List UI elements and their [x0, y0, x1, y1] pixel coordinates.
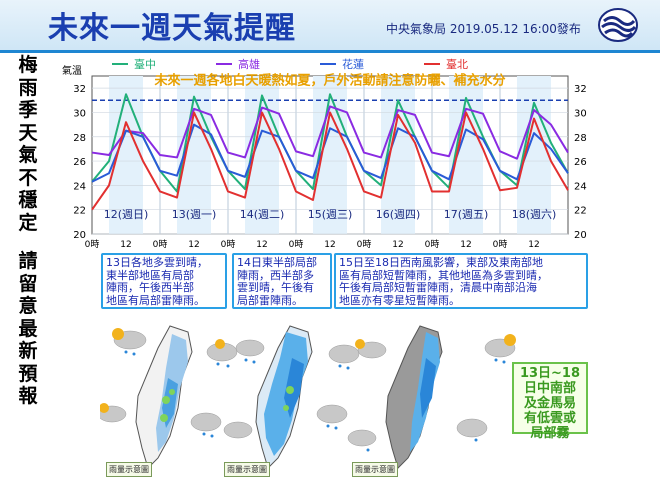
x-tick-label: 12	[188, 240, 199, 248]
day-label: 12(週日)	[104, 208, 149, 221]
x-tick-label: 12	[392, 240, 403, 248]
x-tick-label: 0時	[493, 239, 508, 248]
y-tick-label-right: 20	[574, 230, 587, 241]
side-char: 氣	[18, 144, 38, 166]
panel-line: 14日東半部局部	[237, 256, 317, 269]
y-tick-label-left: 26	[73, 157, 86, 168]
panel-line: 局部雷陣雨。	[237, 293, 303, 307]
x-tick-label: 12	[120, 240, 131, 248]
side-char: 最	[18, 317, 38, 340]
day-label: 13(週一)	[172, 208, 217, 221]
legend-label: 高雄	[238, 57, 260, 71]
rain-map-13	[135, 325, 193, 469]
y-tick-label-right: 26	[574, 157, 587, 168]
day-label: 18(週六)	[512, 208, 557, 221]
fog-note-line: 及金馬易	[523, 396, 576, 411]
y-tick-label-right: 32	[574, 84, 587, 95]
side-char: 預	[18, 362, 38, 385]
x-tick-label: 0時	[85, 239, 100, 248]
fog-note-line: 局部霧	[530, 426, 570, 441]
x-tick-label: 0時	[357, 239, 372, 248]
map-caption-3: 雨量示意圖	[352, 462, 398, 477]
y-tick-label-right: 30	[574, 108, 587, 119]
side-char: 報	[18, 385, 38, 407]
rainfall-maps	[100, 325, 516, 469]
rain-map-15-18	[385, 325, 443, 469]
forecast-panel-14: 14日東半部局部 陣雨，西半部多 雲到晴，午後有 局部雷陣雨。	[232, 253, 332, 309]
rain-map-14	[255, 325, 313, 469]
day-label: 14(週二)	[240, 208, 285, 221]
issuer-text: 中央氣象局 2019.05.12 16:00發布	[386, 22, 581, 36]
side-char: 定	[18, 211, 38, 234]
side-char: 季	[18, 99, 38, 121]
day-label: 16(週四)	[376, 208, 421, 221]
raindrop-icon	[124, 350, 506, 452]
forecast-panel-15-18: 15日至18日西南風影響，東部及東南部地 區有局部短暫陣雨，其他地區為多雲到晴，午…	[334, 253, 588, 309]
y-tick-label-right: 24	[574, 181, 587, 192]
x-tick-label: 12	[460, 240, 471, 248]
y-tick-label-left: 32	[73, 84, 86, 95]
legend-label: 花蓮	[342, 57, 364, 71]
side-char: 意	[18, 295, 38, 317]
x-tick-label: 12	[324, 240, 335, 248]
x-tick-label: 0時	[289, 239, 304, 248]
fog-note-line: 有低雲或	[523, 411, 576, 426]
cloud-icon	[100, 330, 516, 447]
y-tick-label-left: 24	[73, 181, 86, 192]
panel-line: 東半部地區有局部	[106, 268, 194, 282]
side-char: 不	[18, 166, 38, 189]
y-tick-label-left: 22	[73, 206, 86, 217]
panel-line: 區有局部短暫陣雨，其他地區為多雲到晴，	[339, 268, 548, 282]
panel-line: 地區亦有零星短暫陣雨。	[339, 293, 460, 307]
y-tick-label-right: 28	[574, 133, 587, 144]
fog-note-line: 13日~18	[519, 366, 581, 381]
chart-banner: 未來一週各地白天暖熱如夏，戶外活動請注意防曬、補充水分	[153, 73, 505, 89]
panel-line: 午後有局部短暫雷陣雨，清晨中南部沿海	[339, 281, 537, 294]
page-title: 未來一週天氣提醒	[48, 11, 296, 46]
series-line-2	[91, 123, 569, 183]
sun-icon	[100, 328, 516, 413]
side-char: 留	[18, 272, 38, 295]
side-char: 天	[18, 121, 38, 144]
panel-line: 雲到晴，午後有	[237, 281, 314, 294]
side-char: 雨	[18, 76, 38, 99]
panel-line: 陣雨，午後西半部	[106, 281, 194, 294]
day-label: 17(週五)	[444, 208, 489, 221]
x-tick-label: 12	[256, 240, 267, 248]
series-line-1	[91, 105, 569, 160]
temperature-chart: 20 20 22 22 24 24 26 26 28 28 30 30 32 32 氣溫 0時 12 0時 12 0時…	[62, 57, 587, 248]
map-caption-2: 雨量示意圖	[224, 462, 270, 477]
x-tick-label: 12	[528, 240, 539, 248]
day-label: 15(週三)	[308, 208, 353, 221]
x-tick-label: 0時	[221, 239, 236, 248]
side-char: 新	[18, 340, 38, 362]
fog-note-line: 日中南部	[523, 381, 576, 396]
legend-label: 臺中	[134, 57, 156, 71]
y-axis-label: 氣溫	[62, 64, 82, 77]
panel-line: 地區有局部雷陣雨。	[106, 293, 205, 307]
side-char: 梅	[18, 54, 38, 76]
side-char: 請	[18, 250, 38, 272]
forecast-panel-13: 13日各地多雲到晴， 東半部地區有局部 陣雨，午後西半部 地區有局部雷陣雨。	[101, 253, 227, 309]
title-bar: 未來一週天氣提醒 中央氣象局 2019.05.12 16:00發布	[0, 0, 660, 53]
panel-line: 陣雨，西半部多	[237, 268, 314, 282]
x-tick-label: 0時	[425, 239, 440, 248]
daytime-band	[109, 76, 143, 234]
panel-line: 15日至18日西南風影響，東部及東南部地	[339, 256, 543, 269]
cwb-logo-icon	[598, 8, 638, 42]
y-tick-label-left: 20	[73, 230, 86, 241]
series-line-3	[91, 111, 569, 211]
legend-label: 臺北	[446, 57, 468, 71]
y-tick-label-left: 28	[73, 133, 86, 144]
x-tick-label: 0時	[153, 239, 168, 248]
y-tick-label-right: 22	[574, 206, 587, 217]
side-char: 穩	[18, 189, 38, 211]
fog-note: 13日~18 日中南部 及金馬易 有低雲或 局部霧	[512, 362, 588, 441]
side-caption: 梅雨季天氣不穩定請留意最新預報	[0, 54, 56, 495]
panel-line: 13日各地多雲到晴，	[106, 256, 208, 269]
y-tick-label-left: 30	[73, 108, 86, 119]
map-caption-1: 雨量示意圖	[106, 462, 152, 477]
